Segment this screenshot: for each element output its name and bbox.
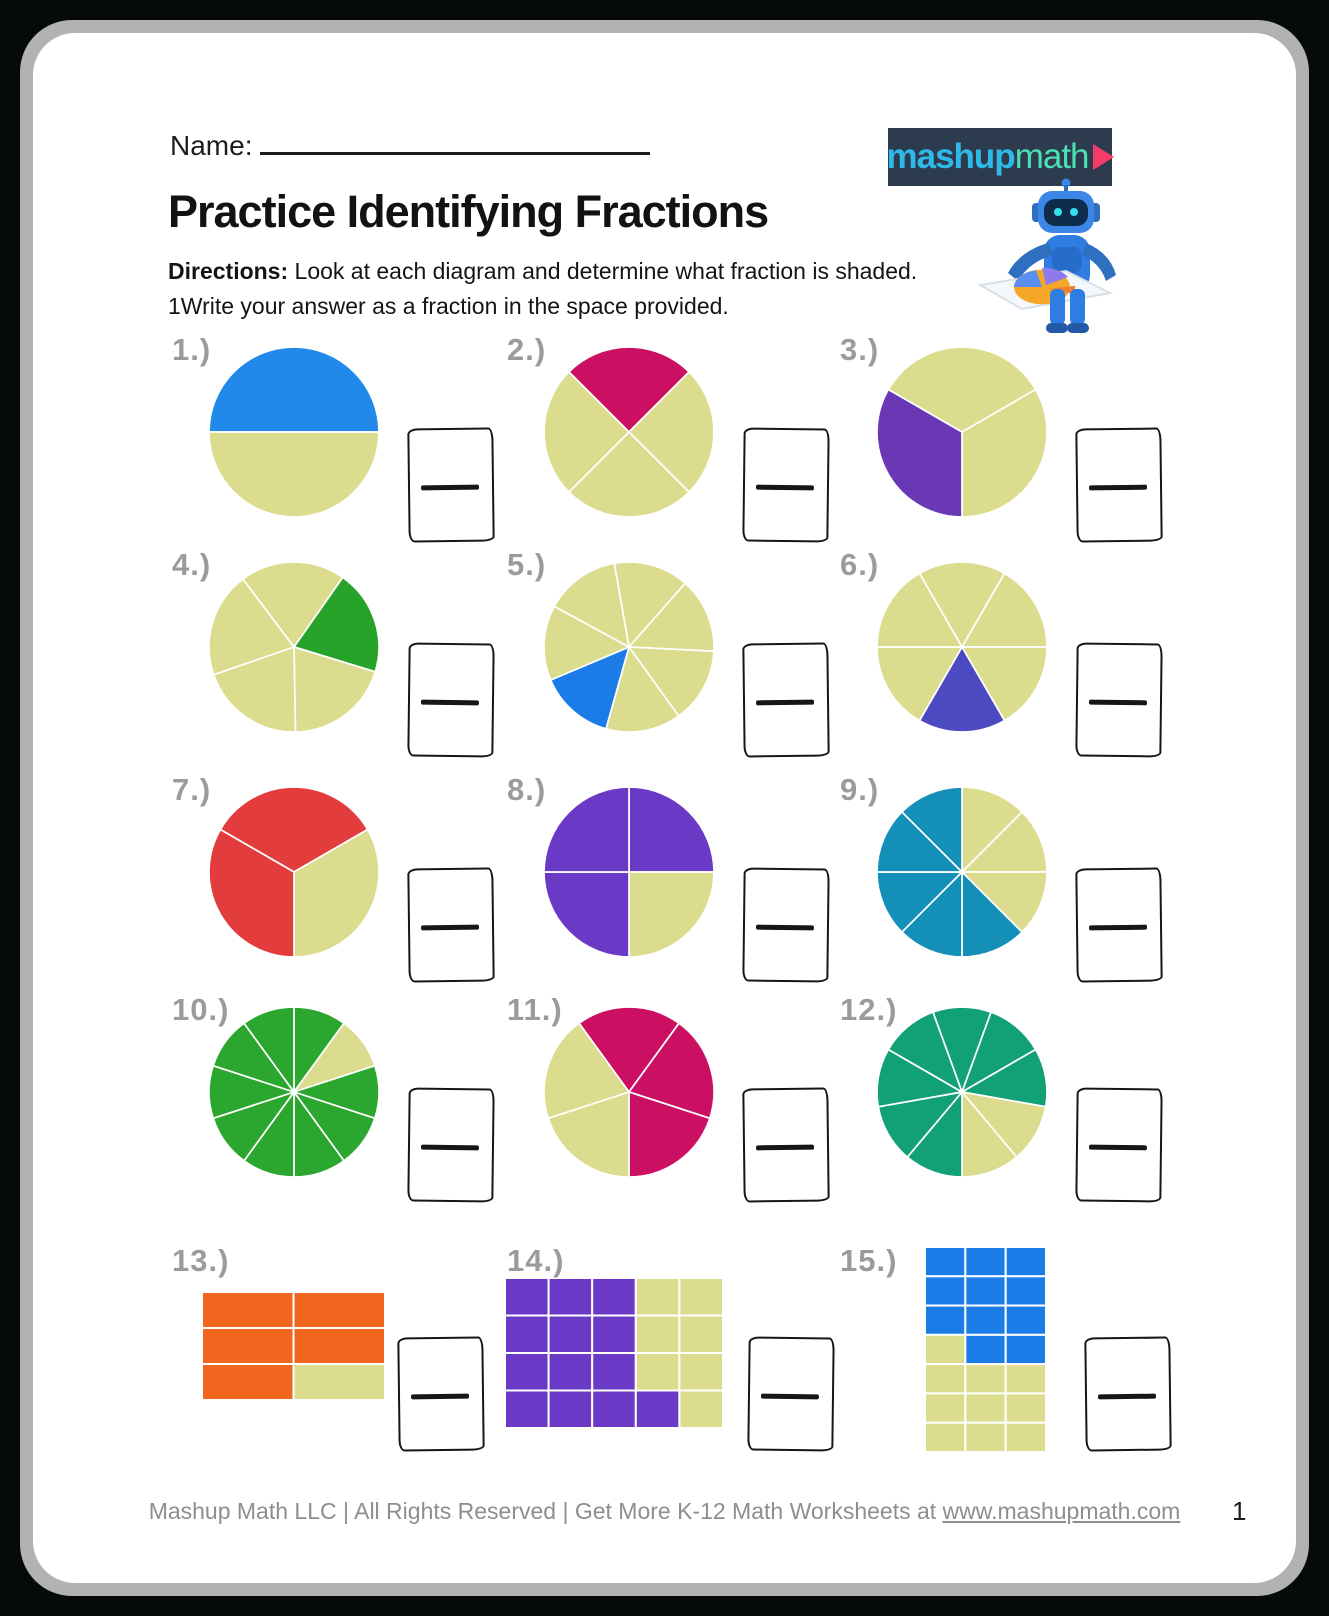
fraction-bar: [755, 484, 814, 491]
answer-box[interactable]: [407, 642, 495, 758]
directions-line2: 1Write your answer as a fraction in the …: [168, 292, 729, 319]
answer-box[interactable]: [407, 867, 495, 983]
problem-label: 12.): [840, 992, 898, 1027]
pie-figure: [876, 786, 1048, 963]
problem-label: 9.): [840, 772, 880, 807]
pie-figure: [543, 786, 715, 963]
fraction-bar: [756, 1144, 815, 1151]
answer-box[interactable]: [1075, 642, 1163, 758]
answer-box[interactable]: [742, 427, 830, 543]
pie-figure: [208, 786, 380, 963]
problem-label: 13.): [172, 1243, 230, 1278]
problem-label: 14.): [507, 1243, 565, 1278]
logo-text-math: math: [1014, 137, 1090, 176]
answer-box[interactable]: [407, 1087, 495, 1203]
problem-cell: 11.): [505, 992, 838, 1207]
answer-box[interactable]: [742, 1087, 830, 1203]
problem-label: 8.): [507, 772, 547, 807]
logo-box: mashup math: [886, 128, 1114, 186]
problem-label: 15.): [840, 1243, 898, 1278]
problem-label: 1.): [172, 332, 212, 367]
problem-cell: 5.): [505, 547, 838, 762]
fraction-bar: [420, 699, 479, 706]
answer-box[interactable]: [1075, 867, 1163, 983]
directions-line1: Look at each diagram and determine what …: [288, 258, 918, 284]
footer: Mashup Math LLC | All Rights Reserved | …: [33, 1498, 1296, 1525]
answer-box[interactable]: [397, 1336, 485, 1452]
problem-label: 5.): [507, 547, 547, 582]
problem-label: 7.): [172, 772, 212, 807]
problem-cell: 10.): [170, 992, 503, 1207]
answer-box[interactable]: [1075, 1087, 1163, 1203]
pie-figure: [543, 346, 715, 523]
pie-figure: [208, 561, 380, 738]
problem-cell: 4.): [170, 547, 503, 762]
fraction-bar: [760, 1393, 819, 1400]
answer-box[interactable]: [1075, 427, 1163, 543]
name-label: Name:: [170, 130, 253, 161]
grid-figure: [504, 1277, 724, 1433]
answer-box[interactable]: [407, 427, 495, 543]
problem-cell: 6.): [838, 547, 1171, 762]
directions: Directions: Look at each diagram and det…: [168, 254, 1013, 323]
name-input-line[interactable]: [260, 128, 651, 155]
problem-cell: 7.): [170, 772, 503, 987]
answer-box[interactable]: [747, 1336, 835, 1452]
robot-mascot-illustration: [977, 178, 1116, 333]
problem-cell: 12.): [838, 992, 1171, 1207]
fraction-bar: [1088, 1144, 1147, 1151]
page-title: Practice Identifying Fractions: [168, 186, 769, 237]
pie-figure: [876, 561, 1048, 738]
problem-cell: 8.): [505, 772, 838, 987]
pie-figure: [876, 1006, 1048, 1183]
page-number: 1: [1232, 1496, 1247, 1526]
pie-figure: [543, 1006, 715, 1183]
grid-figure: [924, 1246, 1047, 1457]
fraction-bar: [755, 924, 814, 931]
fraction-bar: [411, 1393, 470, 1400]
play-arrow-icon: [1092, 144, 1114, 170]
pie-figure: [208, 1006, 380, 1183]
problem-cell: 14.): [504, 1207, 838, 1462]
problem-label: 11.): [507, 992, 563, 1027]
fraction-bar: [1088, 699, 1147, 706]
answer-box[interactable]: [742, 642, 830, 758]
problem-cell: 13.): [170, 1207, 503, 1462]
pie-figure: [208, 346, 380, 523]
fraction-bar: [1089, 924, 1148, 931]
problem-cell: 9.): [838, 772, 1171, 987]
pie-figure: [543, 561, 715, 738]
logo-text-mashup: mashup: [886, 137, 1016, 176]
grid-figure: [201, 1291, 386, 1405]
problem-cell: 15.): [838, 1207, 1172, 1462]
directions-label: Directions:: [168, 258, 289, 284]
fraction-bar: [1089, 484, 1148, 491]
answer-box[interactable]: [742, 867, 830, 983]
footer-text: Mashup Math LLC | All Rights Reserved | …: [148, 1498, 943, 1524]
problem-label: 4.): [172, 547, 212, 582]
problem-cell: 2.): [505, 332, 838, 547]
fraction-bar: [1098, 1393, 1157, 1400]
problem-label: 2.): [507, 332, 547, 367]
fraction-bar: [756, 699, 815, 706]
name-row: Name:: [170, 128, 651, 162]
answer-box[interactable]: [1084, 1336, 1172, 1452]
fraction-bar: [421, 484, 480, 491]
problem-cell: 3.): [838, 332, 1171, 547]
fraction-bar: [421, 924, 480, 931]
problems-grid: 1.) 2.) 3.) 4.) 5.) 6.) 7.) 8.) 9.) 10.) 11.) 12.) 1…: [170, 332, 1180, 1462]
problem-cell: 1.): [170, 332, 503, 547]
problem-label: 10.): [172, 992, 230, 1027]
fraction-bar: [420, 1144, 479, 1151]
problem-label: 6.): [840, 547, 880, 582]
problem-label: 3.): [840, 332, 880, 367]
footer-link[interactable]: www.mashupmath.com: [942, 1498, 1181, 1524]
pie-figure: [876, 346, 1048, 523]
